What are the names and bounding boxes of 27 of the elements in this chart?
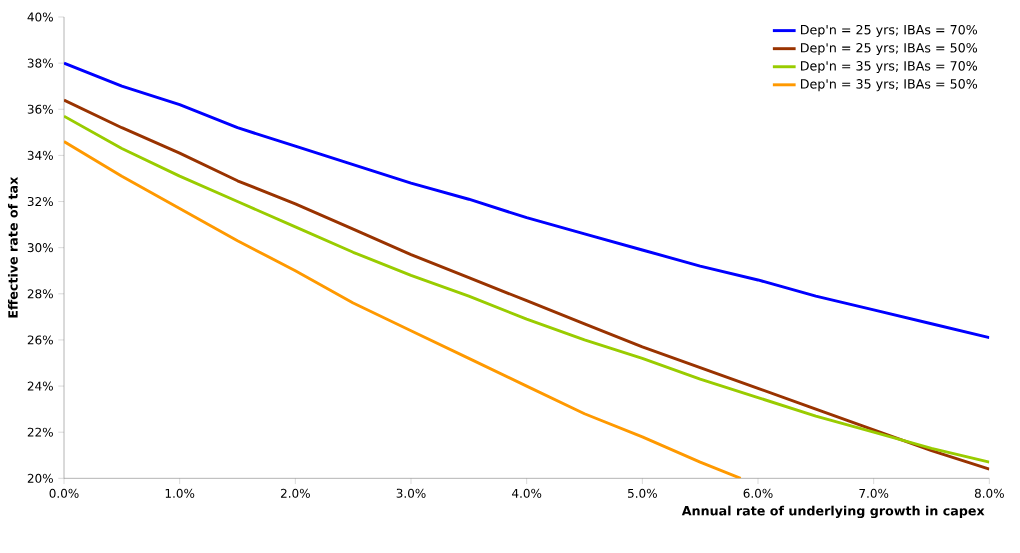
y-tick-label: 32% [27, 196, 53, 207]
y-tick-label: 28% [27, 289, 53, 299]
y-tick-label: 34% [27, 150, 53, 160]
x-tick-label: 1.0% [165, 488, 195, 498]
y-tick-label: 22% [27, 427, 53, 437]
y-axis-title: Effective rate of tax [7, 176, 18, 318]
legend-label: Dep'n = 35 yrs; IBAs = 70% [800, 61, 978, 74]
x-tick-label: 3.0% [396, 488, 426, 498]
legend-label: Dep'n = 35 yrs; IBAs = 50% [800, 79, 978, 92]
x-tick-label: 6.0% [743, 488, 773, 498]
y-tick-label: 40% [27, 12, 53, 22]
line-series [64, 61, 990, 340]
x-axis-title: Annual rate of underlying growth in capex [681, 505, 985, 519]
x-tick-label: 7.0% [859, 488, 889, 498]
x-tick-label: 4.0% [512, 488, 542, 498]
y-tick-label: 24% [27, 381, 53, 391]
legend-label: Dep'n = 25 yrs; IBAs = 70% [800, 24, 978, 37]
x-tick-label: 2.0% [280, 488, 310, 498]
legend-label: Dep'n = 25 yrs; IBAs = 50% [800, 42, 978, 56]
y-tick-label: 38% [27, 58, 53, 68]
x-tick-label: 8.0% [974, 488, 1004, 498]
y-tick-label: 20% [27, 473, 53, 483]
y-tick-label: 26% [27, 335, 53, 345]
x-tick-label: 0.0% [49, 488, 79, 498]
x-tick-label: 5.0% [628, 488, 657, 498]
y-tick-label: 36% [27, 104, 53, 114]
y-tick-label: 30% [27, 243, 53, 253]
